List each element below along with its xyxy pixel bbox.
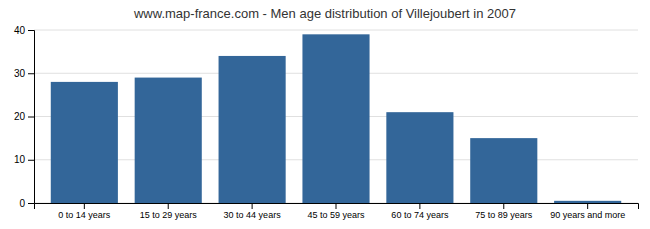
x-tick-label: 90 years and more <box>550 210 625 220</box>
y-tick-label: 0 <box>19 198 25 209</box>
y-tick: 20 <box>14 111 34 122</box>
x-tick: 75 to 89 years <box>475 203 533 220</box>
bar <box>302 34 369 203</box>
y-tick-mark <box>28 203 34 204</box>
bar <box>219 56 286 203</box>
x-tick-label: 0 to 14 years <box>58 210 111 220</box>
x-tick-label: 60 to 74 years <box>391 210 449 220</box>
x-tick: 15 to 29 years <box>140 203 198 220</box>
y-tick-mark <box>28 117 34 118</box>
bar <box>470 138 537 203</box>
bar <box>51 82 118 203</box>
bar <box>554 201 621 203</box>
x-tick-label: 45 to 59 years <box>307 210 365 220</box>
x-tick-mark <box>419 203 420 209</box>
x-tick: 45 to 59 years <box>307 203 365 220</box>
grid-line <box>34 30 638 31</box>
x-tick: 30 to 44 years <box>224 203 282 220</box>
plot-area: 0 10 20 30 40 0 to 14 years 15 to 29 years 30 t… <box>14 25 639 221</box>
bar <box>135 78 202 203</box>
grid <box>34 30 638 203</box>
x-tick-mark <box>336 203 337 209</box>
y-tick: 10 <box>14 154 34 165</box>
y-tick-mark <box>28 30 34 31</box>
x-tick: 90 years and more <box>550 203 625 220</box>
x-tick-mark <box>503 203 504 209</box>
x-tick: 0 to 14 years <box>58 203 111 220</box>
y-tick: 40 <box>14 25 34 36</box>
y-tick-label: 30 <box>14 68 26 79</box>
x-tick-label: 15 to 29 years <box>140 210 198 220</box>
y-tick-label: 10 <box>14 154 26 165</box>
bars <box>51 34 621 203</box>
y-axis: 0 10 20 30 40 <box>14 25 35 209</box>
x-axis-line <box>35 204 639 210</box>
title: www.map-france.com - Men age distributio… <box>133 6 516 21</box>
x-axis: 0 to 14 years 15 to 29 years 30 to 44 year… <box>35 203 639 220</box>
y-tick: 30 <box>14 68 34 79</box>
x-tick-mark <box>84 203 85 209</box>
x-tick-mark <box>587 203 588 209</box>
x-tick-mark <box>252 203 253 209</box>
y-tick-mark <box>28 160 34 161</box>
chart: 0 10 20 30 40 0 to 14 years 15 to 29 years 30 t… <box>0 0 650 229</box>
y-tick-mark <box>28 73 34 74</box>
bar <box>386 112 453 203</box>
x-tick-label: 30 to 44 years <box>224 210 282 220</box>
y-tick-label: 20 <box>14 111 26 122</box>
y-axis-line <box>28 31 35 204</box>
y-tick-label: 40 <box>14 25 26 36</box>
x-tick: 60 to 74 years <box>391 203 449 220</box>
y-tick: 0 <box>19 198 34 209</box>
x-tick-label: 75 to 89 years <box>475 210 533 220</box>
x-tick-mark <box>168 203 169 209</box>
